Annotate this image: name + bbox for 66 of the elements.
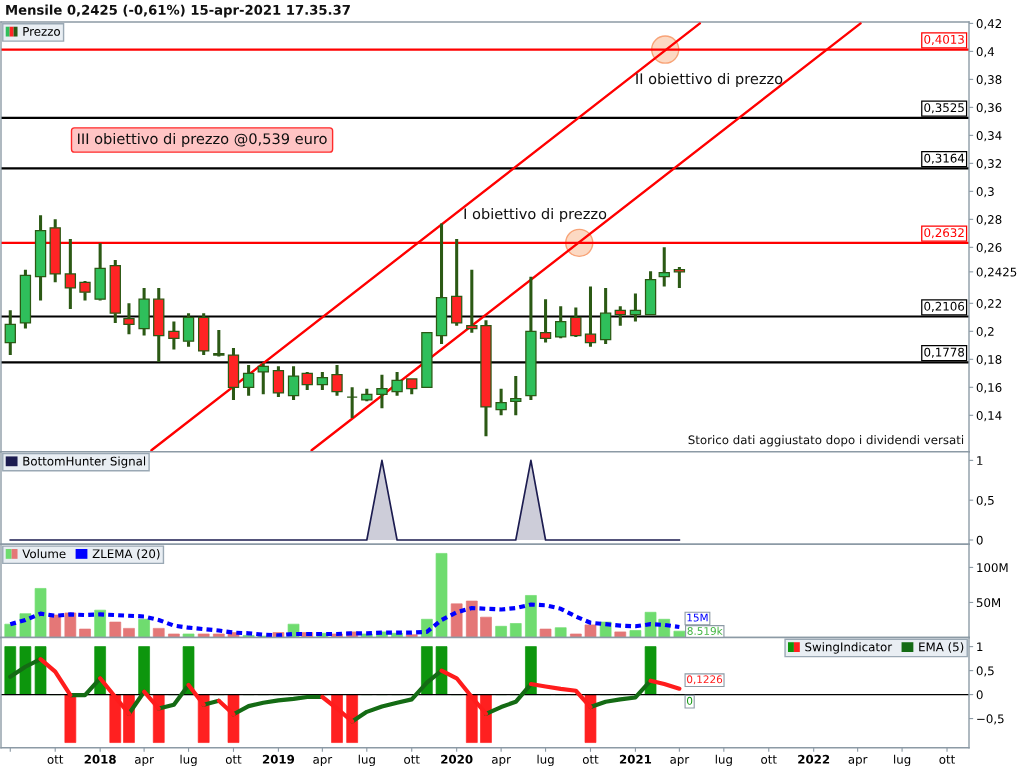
ref-line-label: 0,3164 xyxy=(924,153,965,164)
y-tick-label: 0,2425 xyxy=(976,267,1017,278)
x-tick-label: 2018 xyxy=(84,754,116,764)
annotation: Storico dati aggiustato dopo i dividendi versati xyxy=(688,435,964,447)
data-label: 0 xyxy=(687,696,693,705)
legend-label: ZLEMA (20) xyxy=(92,549,160,560)
legend-label: Prezzo xyxy=(23,27,60,36)
x-tick-label: lug xyxy=(894,754,911,767)
ref-line-label: 0,4013 xyxy=(924,34,964,46)
x-tick-label: lug xyxy=(715,754,732,767)
y-tick-label: 0,28 xyxy=(976,215,1002,226)
y-tick-label: 0 xyxy=(976,535,983,545)
y-tick-label: 0,26 xyxy=(976,243,1002,254)
y-tick-label: 1 xyxy=(977,642,983,652)
x-tick-label: 2022 xyxy=(798,754,830,764)
y-tick-label: 0,42 xyxy=(976,19,1002,30)
x-tick-label: apr xyxy=(135,757,154,767)
x-tick-label: 2021 xyxy=(619,754,652,764)
y-tick-label: 0,16 xyxy=(976,383,1002,394)
x-tick-label: apr xyxy=(313,757,333,767)
legend-label: SwingIndicator xyxy=(805,642,893,654)
legend-label: EMA (5) xyxy=(919,642,964,653)
annotation: II obiettivo di prezzo xyxy=(636,72,783,88)
x-tick-label: ott xyxy=(939,755,955,764)
data-label: 0,1226 xyxy=(687,675,723,685)
ref-line-label: 0,3525 xyxy=(924,103,964,114)
x-tick-label: lug xyxy=(358,754,375,767)
y-tick-label: 0,36 xyxy=(976,103,1002,114)
ref-line-label: 0,2632 xyxy=(924,228,964,239)
chart-title: Mensile 0,2425 (-0,61%) 15-apr-2021 17.35.37 xyxy=(6,4,350,18)
y-tick-label: 0,32 xyxy=(976,159,1002,170)
y-tick-label: 0,5 xyxy=(976,495,994,507)
y-tick-label: 0,22 xyxy=(976,299,1002,310)
x-tick-label: ott xyxy=(225,755,242,764)
annotation: 8.519k xyxy=(687,626,723,635)
annotation: III obiettivo di prezzo @0,539 euro xyxy=(78,132,327,148)
legend-label: BottomHunter Signal xyxy=(23,456,146,468)
x-tick-label: ott xyxy=(47,755,64,764)
y-tick-label: 0,5 xyxy=(976,666,994,677)
y-tick-label: 0,14 xyxy=(976,411,1002,422)
ref-line-label: 0,1778 xyxy=(924,347,965,358)
y-tick-label: 50M xyxy=(976,598,1000,608)
y-tick-label: 0,2 xyxy=(976,327,994,338)
x-tick-label: ott xyxy=(404,755,420,764)
y-tick-label: 0,3 xyxy=(976,187,994,198)
y-tick-label: 0,18 xyxy=(976,355,1002,366)
data-label: 15M xyxy=(687,613,708,622)
y-tick-label: 100M xyxy=(977,563,1008,573)
y-tick-label: −0,5 xyxy=(977,714,1004,725)
ref-line-label: 0,2106 xyxy=(924,301,965,312)
x-tick-label: lug xyxy=(180,754,197,767)
x-tick-label: apr xyxy=(848,757,868,767)
y-tick-label: 0,38 xyxy=(976,75,1002,86)
y-tick-label: 0,34 xyxy=(976,131,1002,142)
x-tick-label: apr xyxy=(492,757,511,767)
y-tick-label: 1 xyxy=(977,456,983,465)
annotation: I obiettivo di prezzo xyxy=(464,207,607,223)
y-tick-label: 0 xyxy=(976,690,983,700)
y-tick-label: 0,4 xyxy=(976,47,995,58)
x-tick-label: 2019 xyxy=(262,754,295,764)
x-tick-label: ott xyxy=(582,755,599,764)
legend-label: Volume xyxy=(22,549,66,559)
x-tick-label: lug xyxy=(537,754,554,767)
x-tick-label: ott xyxy=(761,755,777,764)
x-tick-label: apr xyxy=(670,757,690,767)
x-tick-label: 2020 xyxy=(441,754,473,764)
